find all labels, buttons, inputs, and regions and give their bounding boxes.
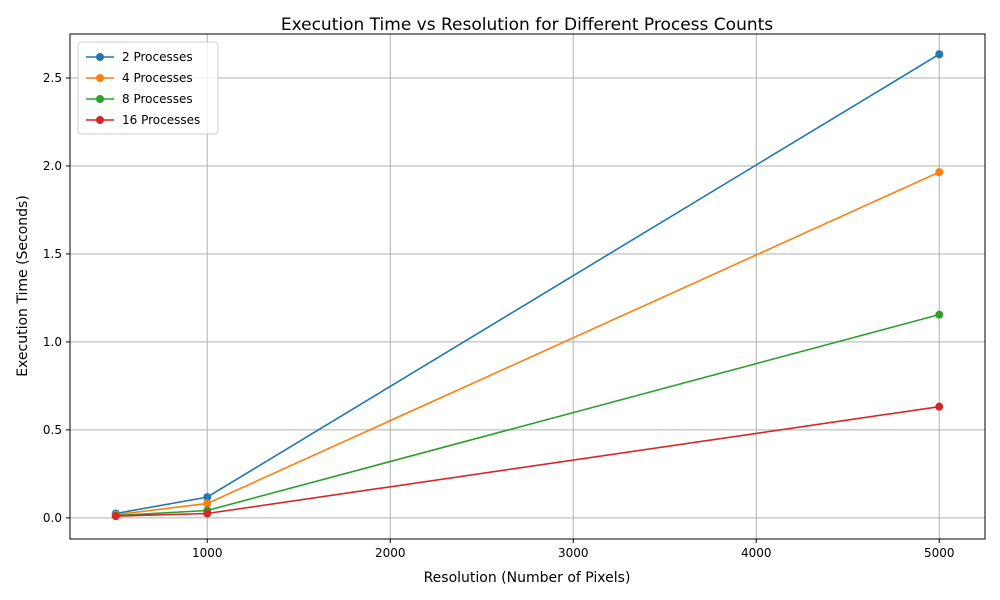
y-tick-label: 0.0 <box>43 511 62 525</box>
series-layer <box>111 50 944 521</box>
data-point <box>935 402 944 411</box>
legend-label: 8 Processes <box>122 92 193 106</box>
chart-title: Execution Time vs Resolution for Differe… <box>281 15 773 35</box>
data-point <box>203 499 212 508</box>
legend-swatch-marker <box>96 95 104 103</box>
data-point <box>935 168 944 177</box>
x-tick-label: 5000 <box>924 546 955 560</box>
x-tick-label: 3000 <box>558 546 589 560</box>
data-point <box>935 50 944 59</box>
y-tick-label: 0.5 <box>43 423 62 437</box>
series-line-1 <box>115 53 940 515</box>
x-tick-label: 1000 <box>192 546 223 560</box>
legend-swatch-marker <box>96 116 104 124</box>
plot-frame <box>69 33 986 540</box>
y-tick-label: 2.5 <box>43 71 62 85</box>
series-line-4 <box>115 405 940 517</box>
x-tick-label: 2000 <box>375 546 406 560</box>
ticks: 1000 2000 3000 4000 5000 0.0 0.5 1.0 1.5 2.0 2.5 <box>43 71 955 560</box>
legend-label: 4 Processes <box>122 71 193 85</box>
y-tick-label: 1.0 <box>43 335 62 349</box>
legend-swatch-marker <box>96 53 104 61</box>
series-line-3 <box>115 313 940 517</box>
x-axis-label: Resolution (Number of Pixels) <box>424 570 631 586</box>
legend-label: 2 Processes <box>122 50 193 64</box>
grid <box>70 34 985 539</box>
y-tick-label: 2.0 <box>43 159 62 173</box>
data-point <box>203 493 212 502</box>
x-tick-label: 4000 <box>741 546 772 560</box>
legend-swatch-marker <box>96 74 104 82</box>
y-axis-label: Execution Time (Seconds) <box>15 195 31 377</box>
data-point <box>203 509 212 518</box>
data-point <box>935 310 944 319</box>
data-point <box>111 512 120 521</box>
legend-box <box>77 41 219 135</box>
y-tick-label: 1.5 <box>43 247 62 261</box>
legend-label: 16 Processes <box>122 113 200 127</box>
series-line-2 <box>115 171 940 516</box>
legend: 2 Processes 4 Processes 8 Processes 16 Proc… <box>77 41 219 135</box>
